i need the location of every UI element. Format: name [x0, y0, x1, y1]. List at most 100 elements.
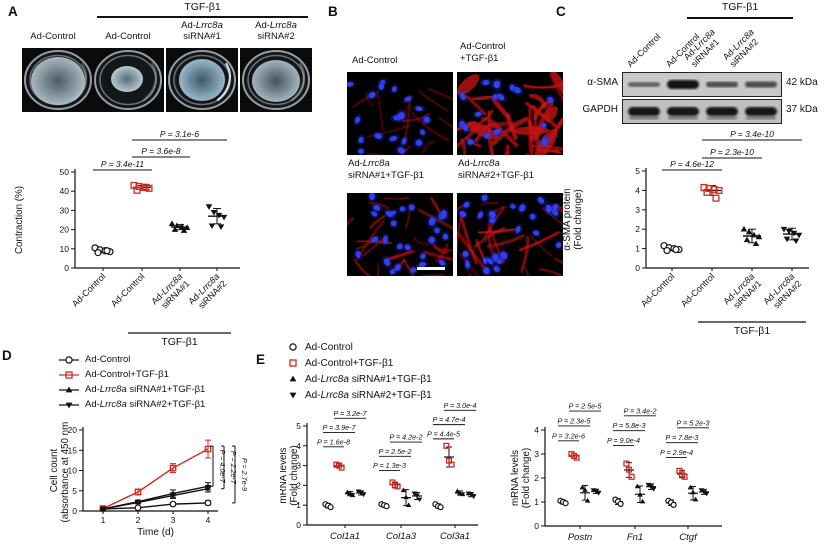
- svg-text:Col1a1: Col1a1: [330, 531, 360, 542]
- kda-label-gapdh: 37 kDa: [786, 104, 818, 115]
- svg-text:P = 3.1e-6: P = 3.1e-6: [160, 129, 199, 139]
- well-label-ad-control: Ad-Control: [30, 31, 76, 42]
- svg-text:1: 1: [534, 497, 539, 507]
- svg-text:P = 9.0e-4: P = 9.0e-4: [607, 436, 640, 445]
- svg-text:4: 4: [296, 441, 301, 451]
- legend-label: Ad-Lrrc8a siRNA#2+TGF-β1: [85, 399, 206, 410]
- svg-text:3: 3: [534, 449, 539, 459]
- svg-text:Ad-Control: Ad-Control: [70, 271, 107, 308]
- svg-text:1: 1: [296, 500, 301, 510]
- svg-text:Ad-Control: Ad-Control: [679, 271, 716, 308]
- svg-text:2: 2: [136, 515, 141, 525]
- panel-c-label: C: [556, 4, 566, 19]
- legend-item: Ad-Lrrc8a siRNA#1+TGF-β1: [286, 371, 432, 387]
- legend-item: Ad-Control+TGF-β1: [286, 355, 432, 371]
- svg-text:3: 3: [296, 461, 301, 471]
- panel-a-label: A: [8, 4, 18, 19]
- blot-row-label-asma: α-SMA: [587, 77, 618, 88]
- legend-marker-triangle-down-icon: [289, 392, 297, 399]
- panel-d-label: D: [2, 348, 12, 363]
- legend-label: Ad-Control: [305, 341, 353, 353]
- svg-text:1: 1: [101, 515, 106, 525]
- svg-text:P = 4.4e-5: P = 4.4e-5: [427, 429, 461, 438]
- svg-text:Col3a1: Col3a1: [440, 531, 470, 542]
- svg-text:40: 40: [60, 186, 70, 196]
- svg-text:2: 2: [635, 224, 640, 234]
- if-image-sirna1: [347, 193, 453, 276]
- if-label-sirna1: Ad-Lrrc8a siRNA#1+TGF-β1: [348, 158, 424, 181]
- contraction-scatter-chart: 0 10 20 30 40 50 Contraction (%) Ad-Control Ad-C…: [14, 129, 240, 348]
- gel-well-photo-sirna1: [166, 48, 238, 112]
- svg-text:P = 2.2e-7: P = 2.2e-7: [229, 451, 238, 485]
- svg-text:Cell count: Cell count: [49, 448, 60, 492]
- well-label-sirna1: Ad-Lrrc8a siRNA#1: [181, 20, 223, 42]
- svg-text:TGF-β1: TGF-β1: [161, 336, 198, 348]
- legend-label: Ad-Lrrc8a siRNA#1+TGF-β1: [85, 384, 206, 395]
- legend-label: Ad-Control+TGF-β1: [85, 369, 169, 380]
- svg-text:P = 5.8e-3: P = 5.8e-3: [612, 421, 645, 430]
- svg-text:0: 0: [635, 263, 640, 273]
- lane-label-sirna1: Ad-Lrrc8a siRNA#1: [681, 26, 722, 69]
- svg-text:(Fold change): (Fold change): [289, 445, 300, 505]
- if-label-sirna2: Ad-Lrrc8a siRNA#2+TGF-β1: [458, 158, 534, 181]
- svg-text:0: 0: [72, 506, 77, 516]
- legend-marker-triangle-up-icon: [289, 375, 297, 382]
- well-label-ad-control-tgf: Ad-Control: [105, 31, 151, 42]
- if-label-control: Ad-Control: [352, 55, 398, 66]
- svg-text:5: 5: [635, 166, 640, 176]
- svg-text:P = 4.0e-7: P = 4.0e-7: [218, 450, 227, 484]
- svg-text:0: 0: [534, 521, 539, 531]
- svg-text:2: 2: [534, 473, 539, 483]
- legend-label: Ad-Control: [85, 354, 131, 365]
- svg-text:mRNA levels: mRNA levels: [280, 447, 289, 503]
- mrna-matrix-scatter-chart: 0 1 2 3 4 mRNA levels (Fold change) Postn P = 2.…: [510, 402, 722, 543]
- svg-text:Ctgf: Ctgf: [679, 532, 698, 543]
- svg-text:(Fold change): (Fold change): [521, 448, 532, 508]
- svg-text:P = 3.2e-6: P = 3.2e-6: [552, 431, 585, 440]
- svg-text:2: 2: [296, 480, 301, 490]
- svg-text:TGF-β1: TGF-β1: [734, 325, 771, 337]
- legend-marker-square-icon: [59, 370, 79, 379]
- svg-text:P = 2.5e-2: P = 2.5e-2: [378, 447, 411, 456]
- svg-text:4: 4: [534, 425, 539, 435]
- svg-text:P = 1.3e-3: P = 1.3e-3: [373, 461, 406, 470]
- svg-text:Ad-Control: Ad-Control: [639, 271, 676, 308]
- if-image-control: [347, 72, 453, 155]
- panel-a-tgf-underline: [97, 16, 308, 18]
- kda-label-asma: 42 kDa: [786, 77, 818, 88]
- gel-well-photo-control: [22, 48, 94, 112]
- legend-marker-circle-icon: [59, 355, 79, 364]
- svg-text:Ad-Control: Ad-Control: [109, 271, 146, 308]
- panel-e-legend: Ad-Control Ad-Control+TGF-β1 Ad-Lrrc8a s…: [286, 339, 432, 403]
- asma-scatter-chart: 0 1 2 3 4 5 α-SMA protein (Fold change) Ad-Contr…: [562, 129, 809, 337]
- svg-text:Contraction (%): Contraction (%): [14, 186, 25, 254]
- svg-text:20: 20: [60, 225, 70, 235]
- svg-text:P = 4.2e-2: P = 4.2e-2: [389, 433, 422, 442]
- svg-text:15: 15: [68, 445, 78, 455]
- panel-c-tgf-header: TGF-β1: [721, 1, 759, 13]
- legend-item: Ad-Lrrc8a siRNA#2+TGF-β1: [58, 397, 205, 412]
- svg-text:4: 4: [635, 185, 640, 195]
- svg-text:1: 1: [635, 244, 640, 254]
- svg-text:P = 3.6e-8: P = 3.6e-8: [141, 146, 180, 156]
- svg-text:0: 0: [64, 263, 69, 273]
- svg-text:P = 2.7e-9: P = 2.7e-9: [240, 458, 249, 491]
- svg-text:30: 30: [60, 205, 70, 215]
- legend-marker-triangle-up-icon: [59, 386, 79, 392]
- svg-text:20: 20: [68, 425, 78, 435]
- svg-text:3: 3: [635, 205, 640, 215]
- blot-row-label-gapdh: GAPDH: [582, 104, 618, 115]
- legend-marker-square-icon: [289, 359, 297, 367]
- svg-text:Time (d): Time (d): [137, 527, 174, 538]
- legend-label: Ad-Lrrc8a siRNA#1+TGF-β1: [305, 373, 432, 385]
- well-label-sirna2: Ad-Lrrc8a siRNA#2: [255, 20, 297, 42]
- western-blot-asma: [622, 72, 782, 97]
- svg-text:P = 1.6e-8: P = 1.6e-8: [317, 437, 350, 446]
- gel-well-photo-sirna2: [240, 48, 312, 112]
- svg-text:Postn: Postn: [568, 532, 592, 543]
- svg-text:Fn1: Fn1: [627, 532, 643, 543]
- if-image-sirna2: [457, 193, 563, 276]
- svg-text:P = 3.4e-11: P = 3.4e-11: [101, 159, 145, 169]
- legend-item: Ad-Control: [286, 339, 432, 355]
- svg-text:(Fold change): (Fold change): [573, 189, 584, 249]
